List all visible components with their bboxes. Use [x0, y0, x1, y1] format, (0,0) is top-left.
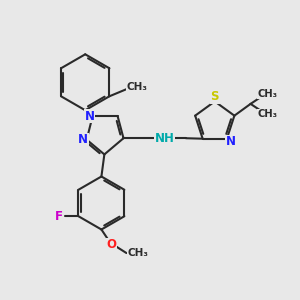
Text: O: O [107, 238, 117, 251]
Text: CH₃: CH₃ [126, 82, 147, 92]
Text: N: N [78, 133, 88, 146]
Text: CH₃: CH₃ [127, 248, 148, 258]
Text: CH₃: CH₃ [257, 109, 278, 119]
Text: S: S [211, 91, 219, 103]
Text: CH₃: CH₃ [257, 88, 278, 99]
Text: F: F [55, 210, 63, 223]
Text: N: N [85, 110, 94, 123]
Text: N: N [225, 135, 236, 148]
Text: NH: NH [155, 132, 175, 145]
